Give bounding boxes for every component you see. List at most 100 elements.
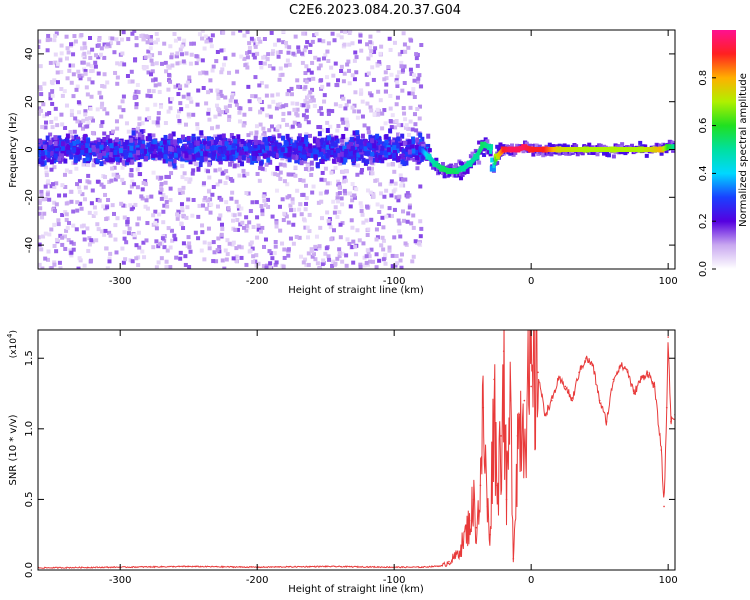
noise-cell — [125, 222, 130, 227]
noise-cell — [175, 216, 180, 221]
snr-point — [461, 540, 464, 543]
noise-cell — [92, 205, 97, 210]
noise-cell — [223, 56, 228, 61]
noise-cell — [46, 249, 51, 254]
noise-cell — [336, 179, 341, 184]
noise-cell — [417, 104, 422, 109]
halo-cell — [465, 169, 470, 174]
noise-cell — [325, 181, 330, 186]
noise-cell — [94, 140, 99, 146]
noise-cell — [68, 147, 73, 153]
noise-cell — [194, 54, 199, 59]
snr-xlabel: Height of straight line (km) — [288, 584, 424, 595]
noise-cell — [349, 218, 354, 223]
noise-cell — [204, 151, 209, 157]
noise-cell — [65, 225, 70, 230]
noise-cell — [129, 137, 134, 143]
noise-cell — [386, 150, 391, 156]
noise-cell — [298, 178, 303, 183]
noise-cell — [115, 81, 120, 86]
halo-cell — [595, 152, 600, 157]
noise-cell — [374, 265, 379, 269]
noise-cell — [65, 46, 70, 51]
noise-cell — [176, 210, 181, 215]
noise-cell — [399, 265, 404, 269]
halo-cell — [488, 152, 493, 157]
noise-cell — [173, 38, 178, 43]
noise-cell — [96, 43, 101, 48]
noise-cell — [331, 199, 336, 204]
noise-cell — [412, 112, 417, 117]
noise-cell — [52, 262, 57, 267]
noise-cell — [71, 247, 76, 252]
noise-cell — [392, 235, 397, 240]
noise-cell — [167, 161, 172, 167]
noise-cell — [386, 136, 391, 142]
noise-cell — [386, 65, 391, 70]
noise-cell — [290, 197, 295, 202]
noise-cell — [271, 99, 276, 104]
noise-cell — [69, 108, 74, 113]
noise-cell — [332, 38, 337, 43]
noise-cell — [359, 208, 364, 213]
noise-cell — [91, 147, 96, 153]
noise-cell — [64, 212, 69, 217]
noise-cell — [406, 155, 411, 161]
noise-cell — [153, 139, 158, 145]
noise-cell — [180, 208, 185, 213]
noise-cell — [343, 191, 348, 196]
noise-cell — [148, 136, 153, 142]
noise-cell — [224, 141, 229, 147]
noise-cell — [395, 148, 400, 154]
noise-cell — [377, 258, 382, 263]
noise-cell — [225, 238, 230, 243]
noise-cell — [414, 128, 419, 133]
noise-cell — [96, 227, 101, 232]
noise-cell — [366, 142, 371, 148]
noise-cell — [322, 144, 327, 150]
noise-cell — [85, 142, 90, 148]
snr-point — [626, 368, 628, 371]
snr-point — [663, 505, 665, 508]
noise-cell — [208, 78, 213, 83]
noise-cell — [221, 145, 226, 151]
noise-cell — [403, 49, 408, 54]
snr-point — [598, 399, 601, 402]
noise-cell — [301, 217, 306, 222]
noise-cell — [199, 248, 204, 253]
noise-cell — [311, 98, 316, 103]
noise-cell — [340, 259, 345, 264]
noise-cell — [233, 138, 238, 144]
noise-cell — [43, 231, 48, 236]
noise-cell — [203, 34, 208, 39]
noise-cell — [355, 163, 360, 168]
noise-cell — [274, 224, 279, 229]
noise-cell — [122, 215, 127, 220]
noise-cell — [254, 200, 259, 205]
noise-cell — [38, 39, 42, 44]
noise-cell — [244, 191, 249, 196]
noise-cell — [211, 64, 216, 69]
noise-cell — [195, 122, 200, 127]
noise-cell — [364, 218, 369, 223]
noise-cell — [100, 140, 105, 146]
noise-cell — [408, 152, 413, 158]
noise-cell — [49, 184, 54, 189]
noise-cell — [99, 46, 104, 51]
noise-cell — [145, 221, 150, 226]
noise-cell — [304, 132, 309, 137]
noise-cell — [159, 182, 164, 187]
noise-cell — [86, 248, 91, 253]
ridge-cell — [493, 159, 497, 165]
noise-cell — [350, 198, 355, 203]
noise-cell — [232, 163, 237, 169]
noise-cell — [174, 54, 179, 59]
noise-cell — [375, 235, 380, 240]
noise-cell — [232, 213, 237, 218]
noise-cell — [411, 139, 416, 145]
noise-cell — [86, 173, 91, 178]
noise-cell — [146, 49, 151, 54]
noise-cell — [398, 258, 403, 263]
colorbar-tick-label: 0.4 — [698, 165, 709, 181]
noise-cell — [77, 73, 82, 78]
